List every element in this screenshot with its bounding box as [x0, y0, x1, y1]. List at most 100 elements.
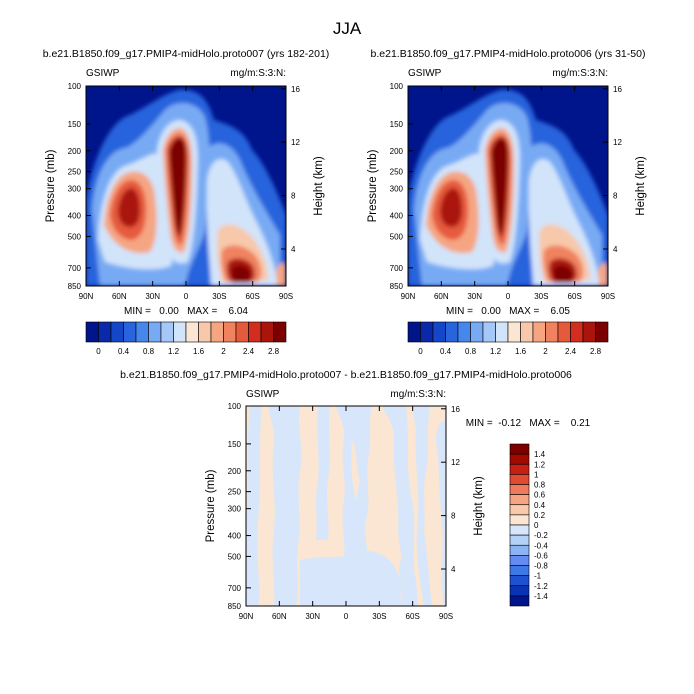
colorbar-swatch [509, 534, 530, 546]
colorbar-swatch [110, 321, 124, 343]
panel-3-corner-right: mg/m:S:3:N: [390, 389, 446, 400]
colorbar-swatch [509, 443, 530, 455]
colorbar-swatch [495, 321, 509, 343]
x-tick-label: 90S [601, 292, 615, 301]
x-tick-label: 60S [246, 292, 260, 301]
colorbar-label: 2.4 [565, 347, 577, 356]
y-tick-label: 500 [390, 232, 404, 241]
panel-2-corner-left: GSIWP [408, 68, 442, 79]
x-tick-label: 30N [145, 292, 160, 301]
page-title: JJA [333, 19, 362, 38]
colorbar-swatch [509, 474, 530, 485]
y-tick-label: 150 [68, 120, 82, 129]
colorbar-swatch [509, 565, 530, 576]
panel-2-minmax: MIN = 0.00 MAX = 6.05 [446, 306, 570, 317]
y-tick-label: 150 [390, 120, 404, 129]
y-tick-label: 100 [68, 82, 82, 91]
x-tick-label: 60S [406, 612, 420, 621]
y2-tick-label: 16 [613, 85, 622, 94]
x-tick-label: 60N [112, 292, 127, 301]
colorbar-swatch [509, 524, 530, 536]
x-tick-label: 60N [272, 612, 287, 621]
panel-2-ylabel: Pressure (mb) [367, 149, 379, 222]
x-tick-label: 30S [372, 612, 386, 621]
y2-tick-label: 16 [451, 405, 460, 414]
colorbar-label: 0.6 [534, 491, 546, 500]
panel-2-y2label: Height (km) [635, 156, 647, 216]
y2-tick-label: 8 [451, 512, 456, 521]
colorbar-label: 1.6 [193, 347, 205, 356]
colorbar-swatch [509, 595, 530, 607]
y-tick-label: 200 [228, 467, 242, 476]
colorbar-swatch [509, 504, 530, 516]
colorbar-swatch [210, 321, 224, 343]
colorbar-swatch [509, 555, 530, 566]
y-tick-label: 200 [68, 147, 82, 156]
panel-1: b.e21.B1850.f09_g17.PMIP4-midHolo.proto0… [43, 48, 330, 356]
colorbar-label: 0 [418, 347, 423, 356]
panel-3-corner-left: GSIWP [246, 389, 280, 400]
x-tick-label: 90N [401, 292, 416, 301]
x-tick-label: 30N [305, 612, 320, 621]
y-tick-label: 500 [68, 232, 82, 241]
x-tick-label: 30N [467, 292, 482, 301]
panel-2-field [408, 86, 608, 286]
colorbar-swatch [223, 321, 237, 343]
colorbar-swatch [123, 321, 137, 343]
panel-3-title: b.e21.B1850.f09_g17.PMIP4-midHolo.proto0… [120, 369, 572, 381]
y-tick-label: 300 [390, 185, 404, 194]
y2-tick-label: 4 [613, 245, 618, 254]
colorbar-label: 0 [96, 347, 101, 356]
colorbar-swatch [470, 321, 484, 343]
colorbar-label: 2.4 [243, 347, 255, 356]
colorbar-swatch [507, 321, 521, 343]
colorbar-swatch [545, 321, 559, 343]
panel-3-colorbar: 1.41.210.80.60.40.20-0.2-0.4-0.6-0.8-1-1… [509, 443, 548, 607]
panel-1-ylabel: Pressure (mb) [45, 149, 57, 222]
colorbar-swatch [248, 321, 262, 343]
colorbar-label: 0 [534, 521, 539, 530]
panel-3-field [246, 406, 446, 606]
y-tick-label: 850 [68, 282, 82, 291]
colorbar-label: 0.2 [534, 511, 546, 520]
colorbar-label: 0.4 [118, 347, 130, 356]
colorbar-label: 1 [534, 470, 539, 479]
colorbar-swatch [509, 463, 530, 475]
colorbar-label: 0.8 [143, 347, 155, 356]
panel-1-axes: 90N 60N 30N 0 30S 60S 90S 100 150 200 250 300 400 500… [68, 82, 301, 301]
panel-1-colorbar: 0 0.4 0.8 1.2 1.6 2 2.4 2.8 [85, 321, 287, 356]
colorbar-swatch [135, 321, 149, 343]
colorbar-swatch [570, 321, 584, 343]
panel-1-minmax: MIN = 0.00 MAX = 6.04 [124, 306, 248, 317]
colorbar-swatch [235, 321, 249, 343]
colorbar-label: -1 [534, 572, 542, 581]
colorbar-label: 0.8 [465, 347, 477, 356]
y-tick-label: 250 [390, 168, 404, 177]
colorbar-swatch [520, 321, 534, 343]
panel-3-minmax: MIN = -0.12 MAX = 0.21 [466, 418, 591, 429]
y-tick-label: 400 [68, 212, 82, 221]
y-tick-label: 400 [390, 212, 404, 221]
panel-1-y2label: Height (km) [313, 156, 325, 216]
colorbar-swatch [407, 321, 421, 343]
y-tick-label: 250 [68, 168, 82, 177]
colorbar-label: 2.8 [590, 347, 602, 356]
colorbar-label: 1.6 [515, 347, 527, 356]
colorbar-swatch [420, 321, 434, 343]
x-tick-label: 90N [79, 292, 94, 301]
colorbar-swatch [432, 321, 446, 343]
colorbar-label: 2 [221, 347, 226, 356]
panel-2-axes: 90N 60N 30N 0 30S 60S 90S 100 150 200 250 300 400 500… [390, 82, 623, 301]
y-tick-label: 250 [228, 488, 242, 497]
panel-2-corner-right: mg/m:S:3:N: [552, 68, 608, 79]
x-tick-label: 90S [439, 612, 453, 621]
y2-tick-label: 8 [291, 192, 296, 201]
y2-tick-label: 12 [291, 138, 300, 147]
y2-tick-label: 16 [291, 85, 300, 94]
colorbar-swatch [482, 321, 496, 343]
colorbar-label: 0.8 [534, 481, 546, 490]
colorbar-swatch [509, 514, 530, 526]
panel-1-corner-right: mg/m:S:3:N: [230, 68, 286, 79]
colorbar-swatch [509, 585, 530, 597]
x-tick-label: 90N [239, 612, 254, 621]
